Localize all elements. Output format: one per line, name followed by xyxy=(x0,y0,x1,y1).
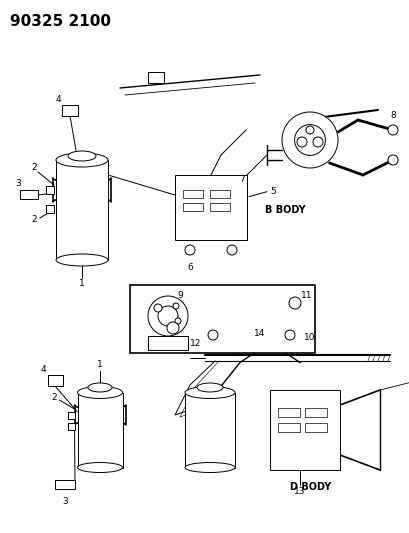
Bar xyxy=(48,375,63,386)
Text: 1: 1 xyxy=(97,360,103,369)
Bar xyxy=(278,408,300,417)
Bar xyxy=(56,160,108,260)
Bar xyxy=(210,190,230,198)
Text: 2: 2 xyxy=(31,164,37,173)
Circle shape xyxy=(282,112,338,168)
Text: 10: 10 xyxy=(304,333,316,342)
Text: 3: 3 xyxy=(15,179,21,188)
Text: 7: 7 xyxy=(239,175,245,184)
Bar xyxy=(130,285,315,353)
Bar xyxy=(67,423,74,430)
Text: 4: 4 xyxy=(40,365,46,374)
Text: 2: 2 xyxy=(52,392,57,401)
Text: 8: 8 xyxy=(390,110,396,119)
Text: 2: 2 xyxy=(31,215,37,224)
Bar xyxy=(305,408,327,417)
Bar xyxy=(305,423,327,432)
Text: B BODY: B BODY xyxy=(265,205,306,215)
Bar xyxy=(46,186,54,194)
Circle shape xyxy=(227,245,237,255)
Text: D BODY: D BODY xyxy=(290,482,331,492)
Bar xyxy=(210,203,230,211)
Circle shape xyxy=(294,125,326,156)
Circle shape xyxy=(306,126,314,134)
Circle shape xyxy=(208,330,218,340)
Bar xyxy=(67,412,74,419)
Circle shape xyxy=(185,245,195,255)
Circle shape xyxy=(154,304,162,312)
Bar xyxy=(55,480,75,489)
Circle shape xyxy=(388,125,398,135)
Ellipse shape xyxy=(77,463,123,472)
Bar xyxy=(183,190,203,198)
Text: 1: 1 xyxy=(79,279,85,288)
Text: 14: 14 xyxy=(254,328,266,337)
Bar xyxy=(77,392,123,467)
Bar xyxy=(278,423,300,432)
Circle shape xyxy=(285,330,295,340)
Ellipse shape xyxy=(185,463,235,472)
Text: 6: 6 xyxy=(187,263,193,272)
Bar xyxy=(185,392,235,467)
Circle shape xyxy=(297,137,307,147)
Circle shape xyxy=(175,318,181,324)
Text: 90325 2100: 90325 2100 xyxy=(10,14,111,29)
Text: 12: 12 xyxy=(190,338,202,348)
Text: 3: 3 xyxy=(62,497,68,505)
Text: 5: 5 xyxy=(270,187,276,196)
Ellipse shape xyxy=(185,386,235,399)
Ellipse shape xyxy=(197,383,223,392)
Text: 11: 11 xyxy=(301,290,313,300)
Bar xyxy=(62,105,78,116)
Text: 13: 13 xyxy=(294,488,306,497)
Bar xyxy=(20,190,38,199)
Circle shape xyxy=(289,297,301,309)
Ellipse shape xyxy=(77,386,123,399)
Bar xyxy=(270,390,340,470)
Ellipse shape xyxy=(56,254,108,266)
Bar xyxy=(148,336,188,350)
Ellipse shape xyxy=(68,151,96,161)
Text: 4: 4 xyxy=(55,94,61,103)
Text: 9: 9 xyxy=(177,290,183,300)
Circle shape xyxy=(158,306,178,326)
Circle shape xyxy=(148,296,188,336)
Ellipse shape xyxy=(88,383,112,392)
Circle shape xyxy=(167,322,179,334)
Ellipse shape xyxy=(56,153,108,167)
Circle shape xyxy=(173,303,179,309)
Circle shape xyxy=(388,155,398,165)
Bar xyxy=(46,205,54,213)
Bar xyxy=(148,72,164,83)
Bar xyxy=(175,175,247,240)
Bar xyxy=(183,203,203,211)
Circle shape xyxy=(313,137,323,147)
